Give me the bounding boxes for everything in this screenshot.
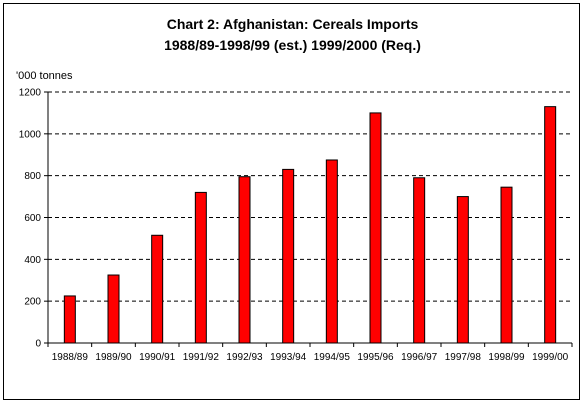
x-tick-label: 1988/89 bbox=[52, 352, 89, 363]
x-tick-label: 1993/94 bbox=[270, 352, 307, 363]
x-tick-label: 1994/95 bbox=[314, 352, 351, 363]
y-axis-unit-label: '000 tonnes bbox=[16, 70, 73, 82]
x-tick-label: 1999/00 bbox=[532, 352, 569, 363]
x-tick-label: 1991/92 bbox=[183, 352, 220, 363]
y-tick-label: 0 bbox=[35, 339, 41, 350]
chart-subtitle: 1988/89-1998/99 (est.) 1999/2000 (Req.) bbox=[164, 37, 421, 53]
x-tick-label: 1992/93 bbox=[226, 352, 263, 363]
y-tick-label: 800 bbox=[24, 171, 41, 182]
x-tick-label: 1995/96 bbox=[357, 352, 394, 363]
bar bbox=[238, 176, 251, 344]
y-tick-label: 400 bbox=[24, 255, 41, 266]
bar bbox=[456, 196, 469, 344]
y-tick-label: 600 bbox=[24, 213, 41, 224]
bar bbox=[500, 186, 513, 344]
bar bbox=[413, 177, 426, 344]
bar bbox=[151, 234, 164, 344]
bar bbox=[194, 191, 207, 344]
bar bbox=[282, 168, 295, 344]
chart-title: Chart 2: Afghanistan: Cereals Imports bbox=[166, 16, 419, 32]
bar bbox=[369, 112, 382, 344]
bar bbox=[107, 274, 120, 344]
bar bbox=[325, 159, 338, 344]
y-tick-label: 1200 bbox=[19, 88, 42, 99]
y-tick-label: 1000 bbox=[19, 129, 42, 140]
bar bbox=[63, 295, 76, 344]
x-tick-label: 1989/90 bbox=[95, 352, 132, 363]
x-tick-label: 1996/97 bbox=[401, 352, 438, 363]
x-tick-label: 1997/98 bbox=[445, 352, 482, 363]
x-tick-label: 1998/99 bbox=[488, 352, 525, 363]
y-tick-label: 200 bbox=[24, 297, 41, 308]
x-tick-label: 1990/91 bbox=[139, 352, 176, 363]
bar bbox=[544, 106, 557, 344]
